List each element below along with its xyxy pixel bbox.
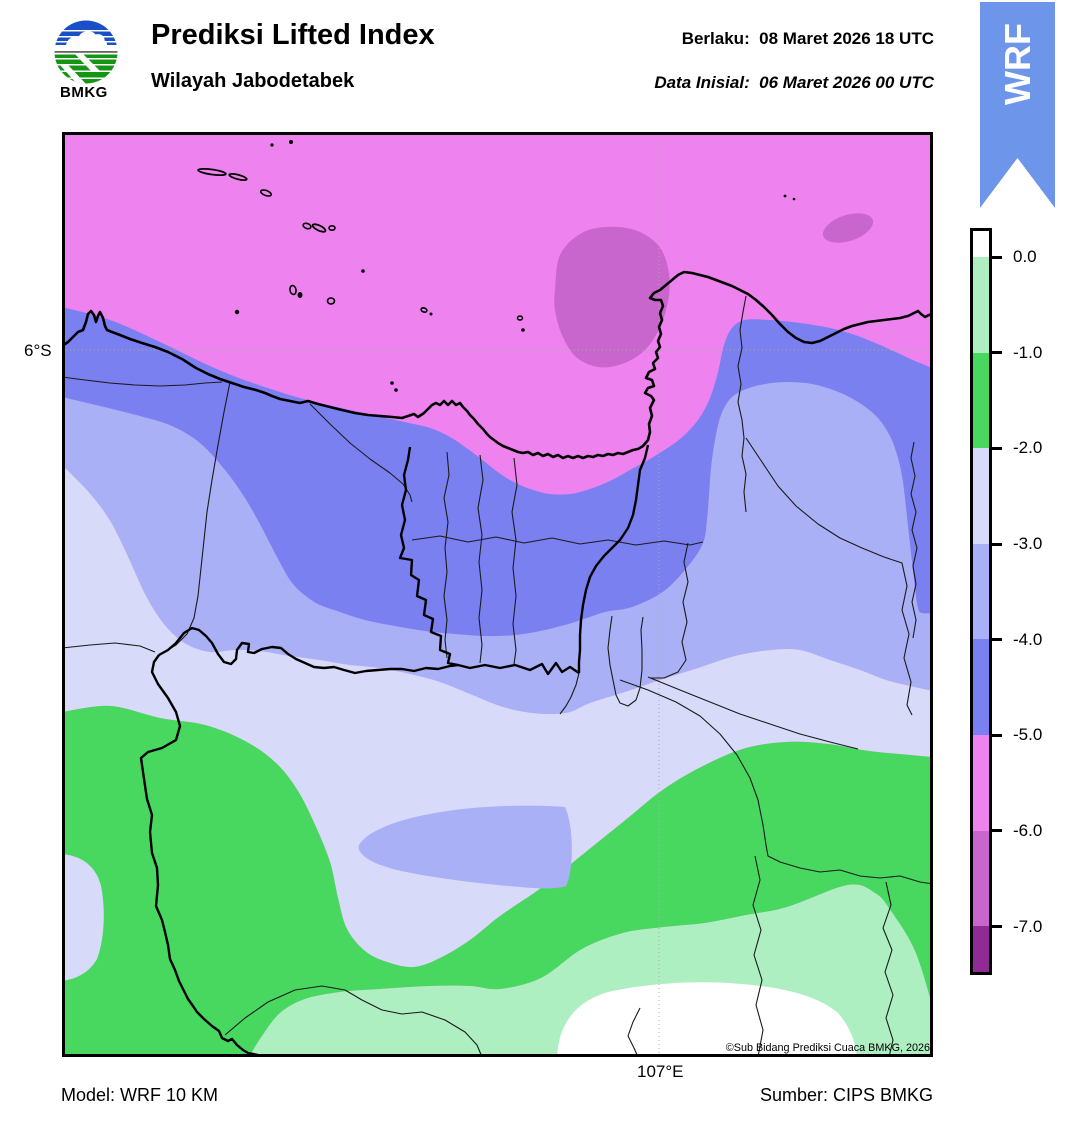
svg-text:©Sub Bidang Prediksi Cuaca BMK: ©Sub Bidang Prediksi Cuaca BMKG, 2026 xyxy=(726,1042,930,1054)
svg-text:WRF: WRF xyxy=(997,23,1038,105)
